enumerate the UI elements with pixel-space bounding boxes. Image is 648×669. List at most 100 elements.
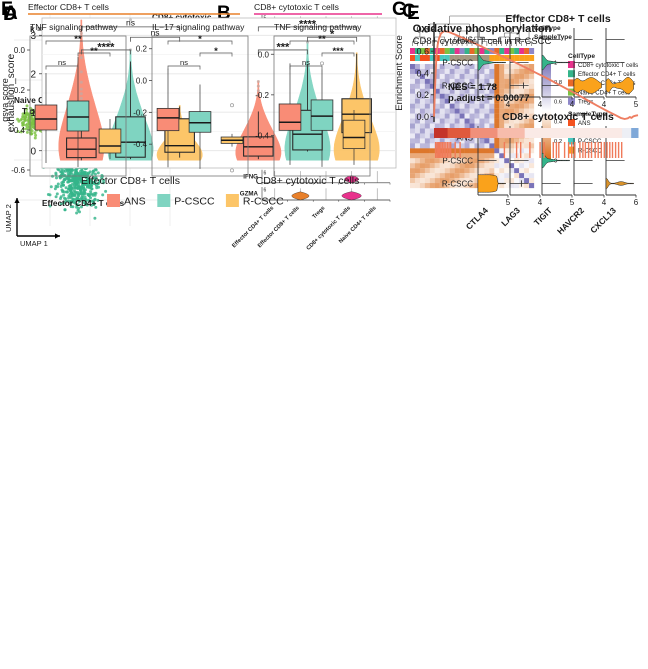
rank-gradient-segment xyxy=(472,128,476,138)
rank-gradient-segment xyxy=(522,128,526,138)
rank-gradient-segment xyxy=(517,128,521,138)
track-label-celltype: CellType xyxy=(534,25,561,32)
heatmap-cell xyxy=(444,123,450,129)
rank-gradient-segment xyxy=(633,128,637,138)
heatmap-cell xyxy=(429,178,435,184)
heatmap-cell xyxy=(469,183,475,189)
heatmap-cell xyxy=(459,158,465,164)
panel-e-label: E xyxy=(407,3,420,24)
rank-gradient-segment xyxy=(610,128,614,138)
heatmap-cell xyxy=(494,98,500,104)
heatmap-cell xyxy=(509,183,515,189)
heatmap-cell xyxy=(499,163,505,169)
heatmap-cell xyxy=(514,183,520,189)
rank-gradient-segment xyxy=(613,128,616,138)
heatmap-cell xyxy=(489,68,495,75)
heatmap-cell xyxy=(424,183,430,189)
heatmap-cell xyxy=(474,153,480,159)
heatmap-cell xyxy=(474,178,480,184)
heatmap-cell xyxy=(524,183,530,189)
d-ytick: 1 xyxy=(30,108,36,119)
significance-label: **** xyxy=(97,41,115,53)
heatmap-cell xyxy=(529,178,535,184)
rank-gradient-segment xyxy=(572,128,576,138)
rank-gradient-segment xyxy=(481,128,485,138)
heatmap-cell xyxy=(414,73,421,79)
panel-d-label: D xyxy=(3,4,17,25)
rank-gradient-segment xyxy=(470,128,474,138)
panel-e: E Effector CD8+ T cells ANS P-CSCC R-CSCC 4 4… xyxy=(402,0,648,236)
heatmap-cell xyxy=(449,183,455,189)
sampletype-track-cell xyxy=(414,55,421,61)
heatmap-cell xyxy=(454,93,460,99)
heatmap-cell xyxy=(479,168,485,174)
heatmap-cell xyxy=(474,118,480,124)
rank-gradient-segment xyxy=(635,128,639,138)
heatmap-cell xyxy=(499,78,505,84)
heatmap-cell xyxy=(410,123,416,129)
sampletype-track-cell xyxy=(419,55,425,61)
e-row-label: ANS xyxy=(457,36,473,45)
heatmap-cell xyxy=(524,123,530,129)
d-group-label: Effector CD8+ T cells xyxy=(81,175,180,187)
heatmap-cell xyxy=(514,178,520,184)
heatmap-cell xyxy=(414,133,421,139)
heatmap-cell xyxy=(459,73,465,79)
g-title: Oxidative phosphorylation xyxy=(413,23,552,35)
heatmap-cell xyxy=(444,158,450,164)
heatmap-cell xyxy=(474,168,480,174)
heatmap-cell xyxy=(494,64,500,70)
d-ytick: 0 xyxy=(30,146,36,157)
sampletype-track-cell xyxy=(444,55,450,61)
heatmap-cell xyxy=(429,153,435,159)
heatmap-cell xyxy=(519,113,525,119)
heatmap-cell xyxy=(454,178,460,184)
heatmap-cell xyxy=(509,153,515,159)
heatmap-cell xyxy=(499,143,505,149)
heatmap-cell xyxy=(429,83,435,89)
heatmap-cell xyxy=(519,88,525,94)
heatmap-cell xyxy=(489,64,495,70)
rank-gradient-segment xyxy=(449,128,453,138)
heatmap-cell xyxy=(419,143,425,149)
heatmap-cell xyxy=(459,163,465,169)
heatmap-cell xyxy=(524,64,530,70)
legend-item-label: P-CSCC xyxy=(578,138,602,145)
heatmap-cell xyxy=(514,108,520,114)
heatmap-cell xyxy=(479,83,485,89)
heatmap-cell xyxy=(504,138,510,144)
heatmap-cell xyxy=(439,138,445,144)
celltype-track-cell xyxy=(509,48,515,54)
heatmap-cell xyxy=(444,103,450,109)
heatmap-cell xyxy=(504,158,510,164)
heatmap-cell xyxy=(509,78,515,84)
heatmap-cell xyxy=(499,148,505,154)
sampletype-track-cell xyxy=(410,55,416,61)
sampletype-track-cell xyxy=(499,55,505,61)
heatmap-cell xyxy=(504,163,510,169)
heatmap-cell xyxy=(414,163,421,169)
heatmap-cell xyxy=(429,64,435,70)
heatmap-cell xyxy=(424,103,430,109)
significance-label: ns xyxy=(151,28,160,38)
heatmap-cell xyxy=(484,83,490,89)
heatmap-cell xyxy=(519,153,525,159)
heatmap-cell xyxy=(469,88,475,94)
rank-gradient-segment xyxy=(445,128,449,138)
heatmap-cell xyxy=(494,93,500,99)
heatmap-cell xyxy=(444,173,450,179)
rank-gradient-segment xyxy=(542,128,546,138)
heatmap-cell xyxy=(484,73,490,79)
heatmap-cell xyxy=(424,113,430,119)
heatmap-cell xyxy=(494,123,500,129)
panel-g-label: G xyxy=(392,0,407,20)
heatmap-cell xyxy=(454,118,460,124)
heatmap-cell xyxy=(519,73,525,79)
heatmap-cell xyxy=(504,64,510,70)
heatmap-cell xyxy=(449,68,455,75)
heatmap-cell xyxy=(484,78,490,84)
rank-gradient-segment xyxy=(468,128,471,138)
heatmap-cell xyxy=(499,138,505,144)
f-significance-label: ** xyxy=(74,34,82,45)
rank-gradient-segment xyxy=(461,128,464,138)
